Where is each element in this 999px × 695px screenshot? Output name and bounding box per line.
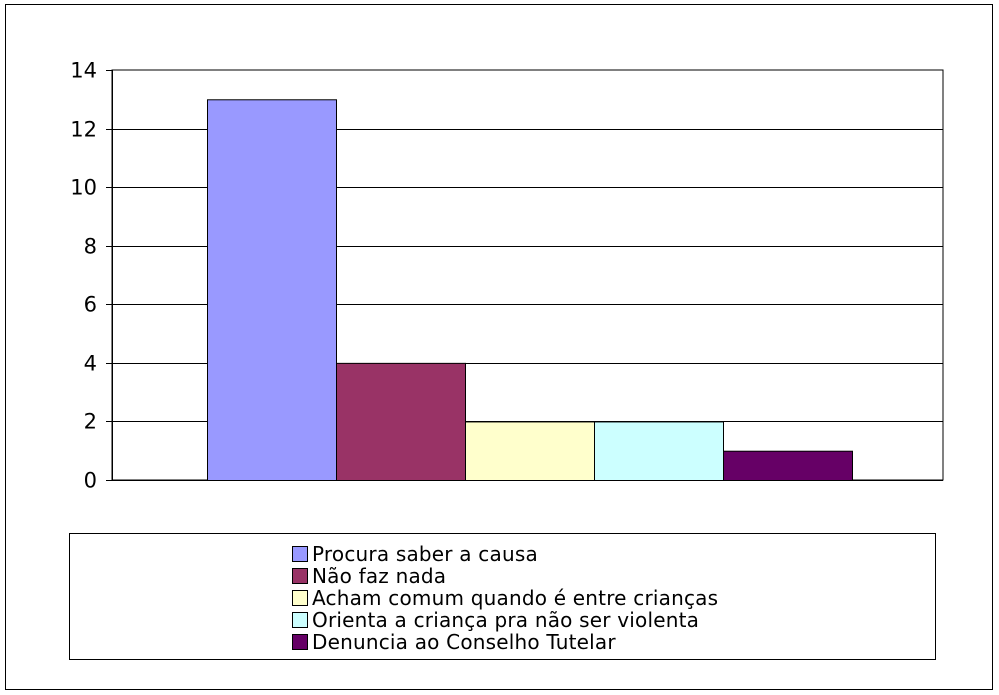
legend-swatch — [292, 612, 308, 628]
y-tick-label: 10 — [70, 176, 97, 200]
y-tick-label: 8 — [84, 235, 97, 259]
legend-item-nao-faz-nada: Não faz nada — [292, 564, 447, 588]
bar-1 — [207, 99, 337, 482]
legend-label: Orienta a criança pra não ser violenta — [312, 608, 700, 632]
y-tick-label: 12 — [70, 118, 97, 142]
legend-item-procura-saber-a-causa: Procura saber a causa — [292, 542, 538, 566]
legend-swatch — [292, 568, 308, 584]
chart-legend: Procura saber a causa Não faz nada Acham… — [69, 533, 936, 660]
bar-5 — [723, 450, 853, 482]
y-tick-label: 6 — [84, 293, 97, 317]
bar-2 — [336, 362, 466, 482]
y-tick-label: 2 — [84, 410, 97, 434]
y-tick-label: 0 — [84, 469, 97, 493]
legend-item-acham-comum: Acham comum quando é entre crianças — [292, 586, 719, 610]
legend-item-orienta-a-crianca: Orienta a criança pra não ser violenta — [292, 608, 700, 632]
legend-label: Não faz nada — [312, 564, 447, 588]
legend-item-denuncia-conselho-tutelar: Denuncia ao Conselho Tutelar — [292, 630, 616, 654]
legend-swatch — [292, 546, 308, 562]
legend-label: Procura saber a causa — [312, 542, 538, 566]
legend-label: Denuncia ao Conselho Tutelar — [312, 630, 616, 654]
legend-swatch — [292, 590, 308, 606]
bar-4 — [594, 421, 724, 481]
legend-label: Acham comum quando é entre crianças — [312, 586, 719, 610]
bar-3 — [465, 421, 595, 481]
y-tick-label: 4 — [84, 352, 97, 376]
legend-swatch — [292, 634, 308, 650]
y-tick-label: 14 — [70, 59, 97, 83]
